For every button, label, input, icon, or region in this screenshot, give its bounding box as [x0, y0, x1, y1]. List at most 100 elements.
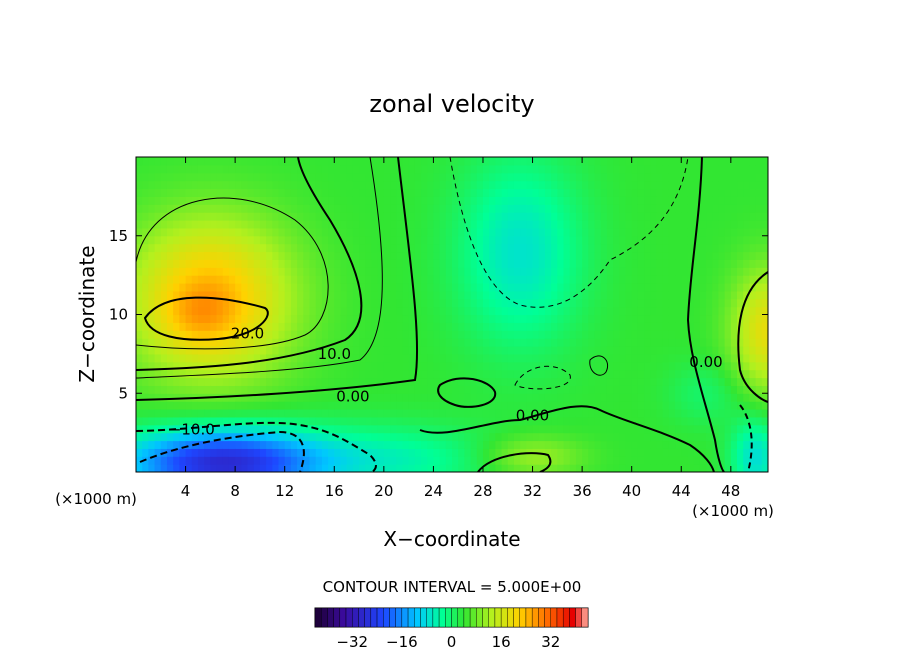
heatmap-cell: [340, 424, 348, 434]
heatmap-cell: [433, 275, 441, 284]
heatmap-cell: [675, 409, 682, 418]
heatmap-cell: [761, 267, 768, 276]
heatmap-cell: [433, 306, 441, 316]
heatmap-cell: [631, 235, 639, 245]
heatmap-cell: [228, 409, 236, 418]
heatmap-cell: [743, 353, 751, 363]
heatmap-cell: [482, 227, 490, 237]
heatmap-cell: [699, 212, 707, 221]
heatmap-cell: [191, 267, 199, 276]
heatmap-cell: [737, 180, 744, 190]
heatmap-cell: [284, 196, 292, 205]
heatmap-cell: [297, 196, 304, 205]
heatmap-cell: [185, 448, 193, 457]
heatmap-cell: [569, 267, 577, 276]
heatmap-cell: [737, 416, 744, 426]
heatmap-cell: [142, 330, 149, 339]
heatmap-cell: [644, 448, 651, 457]
heatmap-cell: [142, 353, 149, 363]
heatmap-cell: [575, 314, 583, 323]
heatmap-cell: [532, 298, 540, 308]
heatmap-cell: [284, 283, 292, 292]
heatmap-cell: [594, 220, 602, 229]
heatmap-cell: [365, 251, 373, 260]
heatmap-cell: [582, 259, 589, 268]
heatmap-cell: [241, 267, 249, 276]
heatmap-cell: [204, 456, 211, 465]
heatmap-cell: [210, 338, 218, 347]
heatmap-cell: [544, 322, 552, 331]
heatmap-cell: [489, 212, 496, 221]
heatmap-cell: [259, 196, 267, 205]
heatmap-cell: [185, 220, 193, 229]
heatmap-cell: [718, 220, 726, 229]
heatmap-cell: [185, 283, 193, 292]
heatmap-cell: [160, 251, 168, 260]
heatmap-cell: [346, 432, 354, 442]
heatmap-cell: [489, 338, 496, 347]
heatmap-cell: [222, 306, 230, 316]
heatmap-cell: [687, 456, 695, 465]
heatmap-cell: [625, 385, 633, 394]
heatmap-cell: [668, 361, 676, 371]
heatmap-cell: [594, 283, 602, 292]
heatmap-cell: [631, 243, 639, 253]
heatmap-cell: [724, 157, 732, 166]
heatmap-cell: [421, 212, 428, 221]
heatmap-cell: [383, 322, 391, 331]
heatmap-cell: [631, 298, 639, 308]
heatmap-cell: [538, 346, 546, 355]
heatmap-cell: [693, 353, 701, 363]
heatmap-cell: [761, 259, 768, 268]
heatmap-cell: [730, 440, 738, 449]
heatmap-cell: [743, 196, 751, 205]
heatmap-cell: [445, 196, 453, 205]
heatmap-cell: [551, 409, 558, 418]
heatmap-cell: [272, 369, 280, 379]
heatmap-cell: [427, 243, 435, 253]
heatmap-cell: [439, 157, 447, 166]
heatmap-cell: [284, 164, 292, 174]
heatmap-cell: [637, 385, 645, 394]
heatmap-cell: [588, 188, 596, 197]
heatmap-cell: [551, 416, 558, 426]
heatmap-cell: [563, 369, 571, 379]
heatmap-cell: [309, 290, 317, 300]
heatmap-cell: [321, 338, 329, 347]
heatmap-cell: [706, 369, 713, 379]
heatmap-cell: [340, 448, 348, 457]
heatmap-cell: [315, 322, 323, 331]
heatmap-cell: [179, 322, 187, 331]
heatmap-cell: [544, 227, 552, 237]
heatmap-cell: [470, 212, 478, 221]
heatmap-cell: [334, 220, 342, 229]
heatmap-cell: [290, 157, 298, 166]
heatmap-cell: [470, 283, 478, 292]
heatmap-cell: [328, 298, 335, 308]
heatmap-cell: [544, 401, 552, 410]
heatmap-cell: [148, 338, 156, 347]
heatmap-cell: [359, 456, 366, 465]
heatmap-cell: [253, 251, 261, 260]
heatmap-cell: [346, 330, 354, 339]
heatmap-cell: [439, 243, 447, 253]
x-axis-label: X−coordinate: [383, 527, 520, 551]
heatmap-cell: [179, 369, 187, 379]
heatmap-cell: [749, 456, 757, 465]
heatmap-cell: [668, 448, 676, 457]
heatmap-cell: [346, 157, 354, 166]
heatmap-cell: [396, 464, 404, 472]
heatmap-cell: [433, 188, 441, 197]
heatmap-cell: [309, 314, 317, 323]
heatmap-cell: [222, 172, 230, 182]
heatmap-cell: [662, 432, 670, 442]
heatmap-cell: [761, 432, 768, 442]
heatmap-cell: [482, 369, 490, 379]
heatmap-cell: [495, 243, 503, 253]
heatmap-cell: [191, 401, 199, 410]
heatmap-cell: [501, 275, 509, 284]
heatmap-cell: [142, 416, 149, 426]
heatmap-cell: [489, 180, 496, 190]
heatmap-cell: [470, 369, 478, 379]
heatmap-cell: [241, 385, 249, 394]
